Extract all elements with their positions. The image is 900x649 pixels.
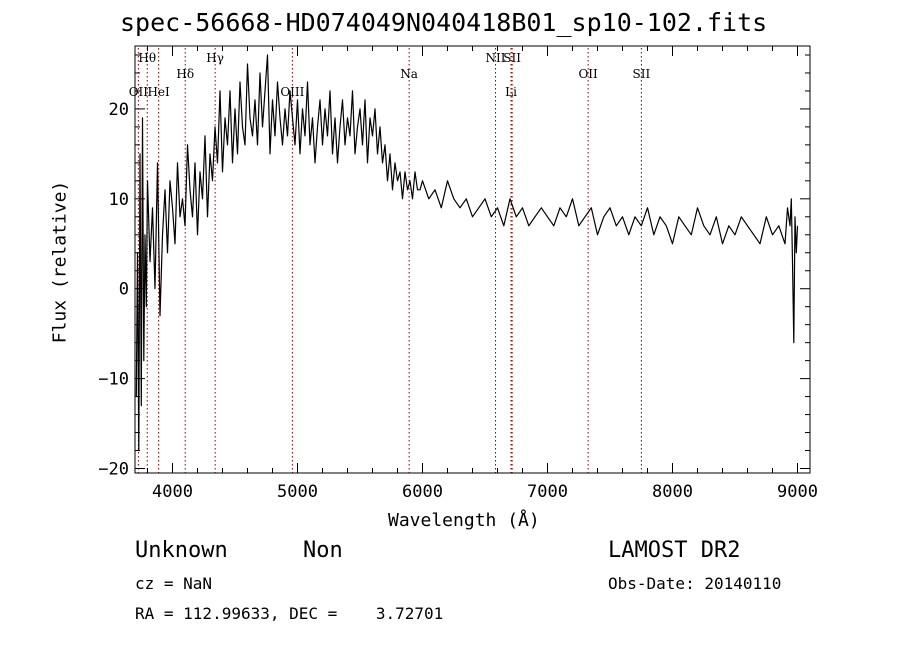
spectral-line-label: HeI: [147, 85, 170, 99]
coordinates-text: RA = 112.99633, DEC = 3.72701: [135, 604, 444, 623]
spectral-line-label: Hγ: [206, 51, 224, 65]
spectrum-series: [135, 54, 799, 452]
chart-title: spec-56668-HD074049N040418B01_sp10-102.f…: [120, 8, 768, 37]
y-tick-label: 0: [119, 280, 129, 300]
spectral-line-label: OII: [129, 85, 149, 99]
obs-date-text: Obs-Date: 20140110: [608, 574, 782, 593]
spectral-line-label: SII: [633, 67, 651, 81]
redshift-text: cz = NaN: [135, 574, 213, 593]
spectral-line-label: Hδ: [176, 67, 194, 81]
spectral-line-label: OIII: [280, 85, 304, 99]
x-axis-label: Wavelength (Å): [388, 510, 540, 531]
y-tick-label: 10: [109, 190, 129, 210]
x-tick-label: 7000: [527, 482, 568, 502]
x-tick-label: 9000: [777, 482, 818, 502]
y-tick-label: −10: [98, 370, 129, 390]
spectral-line-label: Li: [505, 85, 517, 99]
x-tick-label: 6000: [402, 482, 443, 502]
y-tick-label: −20: [98, 460, 129, 480]
y-axis-label: Flux (relative): [49, 180, 71, 344]
spectral-line-label: Na: [400, 67, 418, 81]
spectral-line-label: SII: [503, 51, 521, 65]
x-tick-label: 5000: [277, 482, 318, 502]
spectral-line-label: NII: [486, 51, 506, 65]
spectrum-line: [135, 54, 799, 452]
chart-axes: 4000 5000 6000 7000 8000 9000 −20 −10 0 10 20: [98, 45, 818, 502]
object-subclass: Non: [303, 538, 343, 563]
spectral-line-label: Hθ: [138, 51, 156, 65]
y-tick-label: 20: [109, 100, 129, 120]
plot-frame: [134, 45, 811, 474]
object-name: Unknown: [135, 538, 228, 563]
x-tick-label: 8000: [652, 482, 693, 502]
spectral-line-label: OII: [578, 67, 598, 81]
x-tick-label: 4000: [152, 482, 193, 502]
survey-label: LAMOST DR2: [608, 538, 741, 563]
